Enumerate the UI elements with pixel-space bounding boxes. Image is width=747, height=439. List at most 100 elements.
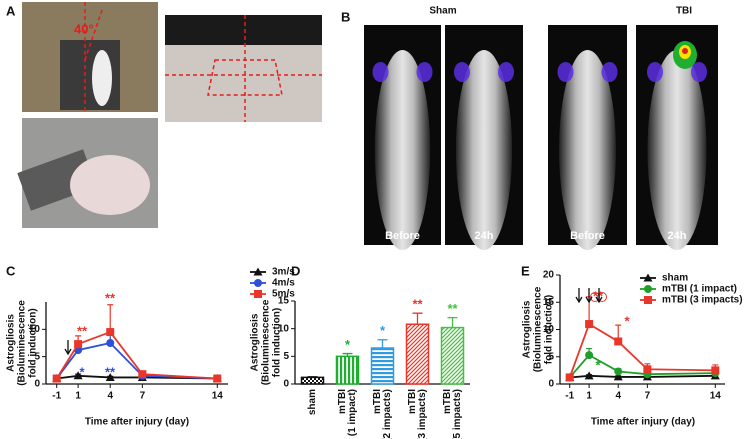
y-tick-label: 15: [543, 297, 555, 308]
signal: [691, 62, 707, 82]
y-tick-label: 0: [283, 379, 289, 390]
signal: [372, 62, 389, 82]
y-tick-label: 20: [543, 270, 555, 281]
x-tick-label: 4: [107, 391, 113, 402]
image-label: Before: [570, 230, 605, 242]
bar: [370, 347, 395, 385]
signal: [454, 62, 470, 82]
marker: [565, 373, 574, 382]
x-tick-label: 14: [212, 391, 224, 402]
signal: [557, 62, 574, 82]
marker: [138, 370, 147, 379]
image-label: 24h: [668, 230, 687, 242]
photo-detail: [70, 155, 150, 215]
group-label: Sham: [429, 6, 456, 17]
y-axis-title: Astrogliosis: [522, 300, 533, 358]
x-tick-label: mTBI: [337, 389, 348, 414]
marker: [106, 328, 115, 337]
photo-detail: [92, 50, 112, 106]
bar: [300, 376, 325, 385]
annotation: **: [412, 297, 423, 312]
marker: [52, 374, 61, 383]
x-tick-label: 4: [615, 391, 621, 402]
y-tick-label: 10: [278, 323, 290, 334]
y-axis-title: fold induction): [272, 308, 283, 377]
marker: [106, 339, 115, 347]
y-tick-label: 0: [34, 379, 40, 390]
y-tick-label: 5: [548, 351, 554, 362]
angle-label: 40°: [74, 21, 94, 36]
marker: [253, 267, 263, 276]
mouse-body: [647, 50, 707, 250]
annotation: *: [380, 323, 386, 338]
mouse-body: [374, 50, 431, 250]
y-axis-title: Astrogliosis: [6, 314, 17, 372]
bar: [440, 326, 465, 385]
marker: [73, 371, 83, 380]
group-label: TBI: [676, 6, 692, 17]
x-tick-label: mTBI: [442, 389, 453, 414]
x-tick-label: 1: [586, 391, 592, 402]
y-tick-label: 10: [29, 324, 41, 335]
marker: [614, 367, 623, 376]
arrow-head: [575, 296, 583, 304]
legend-label: 3m/s: [272, 267, 295, 278]
legend-label: sham: [662, 273, 688, 284]
y-tick-label: 15: [278, 296, 290, 307]
x-axis-title: Time after injury (day): [591, 417, 695, 428]
x-tick-label: -1: [565, 391, 574, 402]
marker: [643, 365, 652, 374]
legend-label: 4m/s: [272, 278, 295, 289]
marker: [105, 372, 115, 381]
signal: [601, 62, 618, 82]
annotation: **: [105, 290, 116, 305]
y-axis-title: (Bioluminescence: [261, 299, 272, 385]
annotation: *: [345, 337, 351, 352]
error-bar: [107, 304, 114, 333]
image-label: Before: [385, 230, 420, 242]
x-tick-label: -1: [52, 391, 61, 402]
y-tick-label: 10: [543, 324, 555, 335]
panel-label: B: [341, 9, 350, 24]
bar: [335, 355, 360, 385]
photo-detail: [165, 15, 322, 45]
x-tick-label: 7: [645, 391, 651, 402]
marker: [254, 279, 262, 287]
y-axis-title: (Bioluminescence: [533, 286, 544, 372]
legend-label: 5m/s: [272, 289, 295, 300]
guide-line: [84, 9, 103, 61]
error-bar: [377, 339, 388, 349]
annotation-ring: [597, 292, 607, 302]
series-line: [568, 322, 716, 378]
annotation: **: [105, 364, 116, 379]
error-bar: [412, 312, 423, 325]
marker: [643, 273, 653, 282]
arrow-head: [64, 348, 72, 356]
marker: [644, 285, 652, 293]
x-tick-label: 7: [140, 391, 146, 402]
marker: [644, 296, 652, 304]
marker: [585, 320, 594, 329]
marker: [711, 366, 720, 375]
arrow-head: [585, 296, 593, 304]
x-tick-label: (1 impact): [347, 389, 358, 436]
x-tick-label: (5 impacts): [452, 389, 463, 439]
x-tick-label: mTBI: [372, 389, 383, 414]
annotation: *: [79, 364, 85, 379]
panel-label: A: [6, 3, 16, 18]
y-axis-title: fold induction): [544, 295, 555, 364]
mouse-body: [455, 50, 513, 250]
x-tick-label: 1: [75, 391, 81, 402]
marker: [213, 374, 222, 383]
panel-label: D: [291, 263, 300, 278]
marker: [584, 371, 594, 380]
annotation: **: [77, 323, 88, 338]
bar: [405, 323, 430, 385]
y-tick-label: 0: [548, 379, 554, 390]
x-tick-label: sham: [307, 389, 318, 415]
marker: [614, 337, 623, 346]
y-tick-label: 5: [34, 351, 40, 362]
panel-label: C: [6, 263, 16, 278]
